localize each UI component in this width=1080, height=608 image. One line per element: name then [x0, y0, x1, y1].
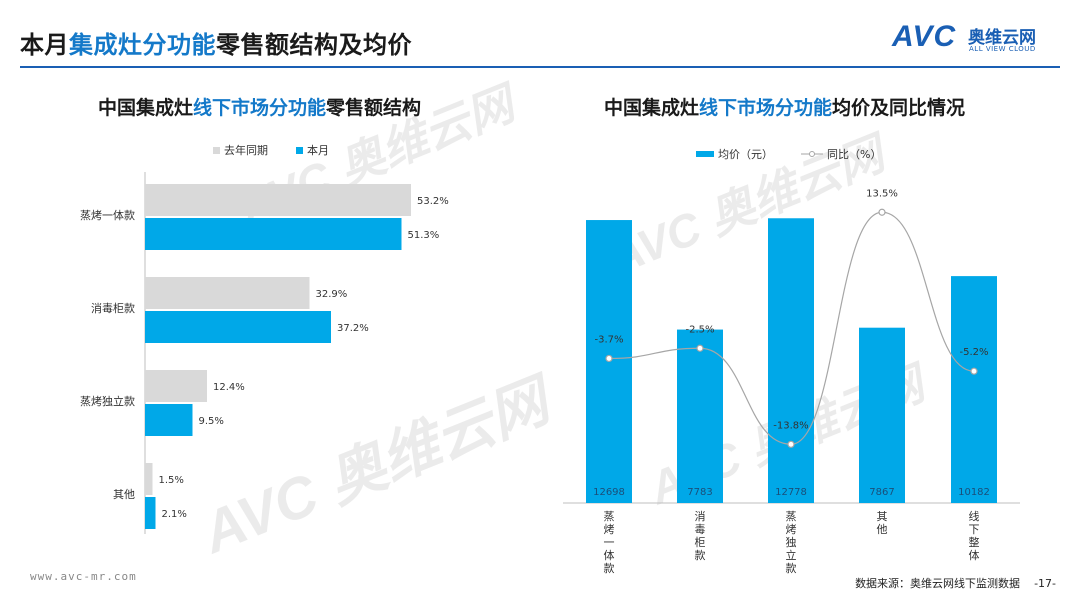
right-chart-title-highlight: 线下市场分功能 [699, 97, 833, 119]
page-number: -17- [1034, 577, 1056, 590]
yoy-value-label: -5.2% [959, 347, 988, 358]
yoy-value-label: -3.7% [594, 334, 623, 345]
yoy-point [970, 367, 978, 375]
legend-item-yoy: 同比（%） [801, 146, 881, 162]
page-title-highlight: 集成灶分功能 [69, 31, 216, 59]
bar-this-month [145, 497, 156, 529]
yoy-value-label: -2.5% [685, 324, 714, 335]
left-chart-title-prefix: 中国集成灶 [98, 97, 194, 119]
website-url: www.avc-mr.com [30, 570, 137, 583]
bar-value-label: 9.5% [199, 416, 224, 427]
category-label-char: 柜 [695, 536, 706, 549]
category-label-char: 款 [786, 561, 797, 575]
category-label-char: 体 [604, 548, 615, 562]
category-label-char: 独 [786, 536, 797, 549]
bar-last-year [145, 184, 411, 216]
left-chart-legend: 去年同期 本月 [213, 142, 357, 158]
page-title-suffix: 零售额结构及均价 [216, 31, 412, 59]
legend-label-this-month: 本月 [307, 144, 329, 157]
page-title: 本月集成灶分功能零售额结构及均价 [20, 25, 412, 65]
legend-label-price: 均价（元） [718, 148, 773, 161]
price-bar [859, 327, 905, 503]
logo-mark: AVC [892, 20, 957, 53]
yoy-line [608, 211, 975, 445]
price-bar [768, 218, 814, 503]
category-label: 消毒柜款 [91, 301, 135, 315]
bar-last-year [145, 277, 310, 309]
category-label-char: 其 [877, 510, 888, 523]
legend-item-price: 均价（元） [696, 146, 773, 162]
yoy-point [696, 344, 704, 352]
legend-item-last-year: 去年同期 [213, 142, 268, 158]
right-chart-title-suffix: 均价及同比情况 [832, 97, 966, 119]
category-label-char: 款 [604, 561, 615, 575]
legend-label-yoy: 同比（%） [827, 148, 882, 161]
category-label-char: 线 [969, 509, 980, 523]
price-value-label: 10182 [958, 487, 990, 498]
bar-last-year [145, 463, 153, 495]
legend-swatch-price [696, 151, 714, 157]
legend-label-last-year: 去年同期 [224, 144, 268, 157]
legend-item-this-month: 本月 [296, 142, 329, 158]
category-label: 其他 [113, 488, 135, 501]
bar-value-label: 37.2% [337, 323, 369, 334]
category-label-char: 毒 [695, 523, 706, 536]
left-chart-title-suffix: 零售额结构 [326, 97, 422, 119]
price-bar [951, 276, 997, 503]
bar-value-label: 51.3% [408, 230, 440, 241]
bar-value-label: 1.5% [159, 475, 184, 486]
category-label-char: 下 [969, 523, 980, 536]
yoy-value-label: -13.8% [773, 420, 808, 431]
bar-this-month [145, 218, 402, 250]
category-label: 蒸烤一体款 [80, 208, 135, 222]
category-label-char: 蒸 [604, 510, 615, 523]
category-label-char: 款 [695, 548, 706, 562]
price-value-label: 12778 [775, 487, 807, 498]
logo-en-text: ALL VIEW CLOUD [969, 45, 1036, 53]
category-label-char: 烤 [604, 522, 615, 536]
left-chart-title: 中国集成灶线下市场分功能零售额结构 [98, 93, 421, 120]
price-value-label: 7867 [869, 487, 894, 498]
right-chart-title-prefix: 中国集成灶 [604, 97, 700, 119]
bar-value-label: 53.2% [417, 196, 449, 207]
category-label-char: 蒸 [786, 510, 797, 523]
yoy-point [878, 208, 886, 216]
price-value-label: 7783 [687, 487, 712, 498]
category-label: 蒸烤独立款 [80, 394, 135, 408]
price-bar [677, 329, 723, 503]
category-label-char: 整 [969, 535, 980, 549]
legend-line-marker-icon [801, 151, 823, 157]
yoy-point [787, 440, 795, 448]
category-label-char: 一 [604, 536, 615, 549]
yoy-value-label: 13.5% [866, 188, 898, 199]
left-chart-title-highlight: 线下市场分功能 [193, 97, 327, 119]
left-bar-chart: 53.2% 51.3% 蒸烤一体款 32.9% 37.2% 消毒柜款 12.4% 9.5% 蒸烤… [80, 172, 449, 534]
bar-this-month [145, 404, 193, 436]
page-title-prefix: 本月 [20, 31, 69, 59]
right-chart-legend: 均价（元） 同比（%） [696, 146, 909, 162]
category-label-char: 消 [695, 509, 706, 523]
yoy-point [605, 354, 613, 363]
category-label-char: 体 [969, 548, 980, 562]
category-label-char: 他 [877, 523, 888, 536]
category-label-char: 立 [786, 548, 797, 562]
bar-value-label: 12.4% [213, 382, 245, 393]
price-value-label: 12698 [593, 487, 625, 498]
category-label-char: 烤 [786, 522, 797, 536]
logo-cn-text: 奥维云网 [968, 28, 1036, 48]
bar-last-year [145, 370, 207, 402]
bar-this-month [145, 311, 331, 343]
data-source: 数据来源：奥维云网线下监测数据 [855, 577, 1021, 590]
right-combo-chart: 12698蒸烤一体款7783消毒柜款12778蒸烤独立款7867其他10182线… [563, 188, 1020, 575]
title-divider [20, 66, 1060, 68]
legend-swatch-gray [213, 146, 220, 154]
avc-logo: AVC 奥维云网 ALL VIEW CLOUD [892, 20, 1062, 60]
bar-value-label: 2.1% [162, 509, 187, 520]
legend-swatch-blue [296, 146, 303, 154]
bar-value-label: 32.9% [316, 289, 348, 300]
footer-info: 数据来源：奥维云网线下监测数据 -17- [855, 575, 1056, 591]
right-chart-title: 中国集成灶线下市场分功能均价及同比情况 [604, 93, 965, 120]
